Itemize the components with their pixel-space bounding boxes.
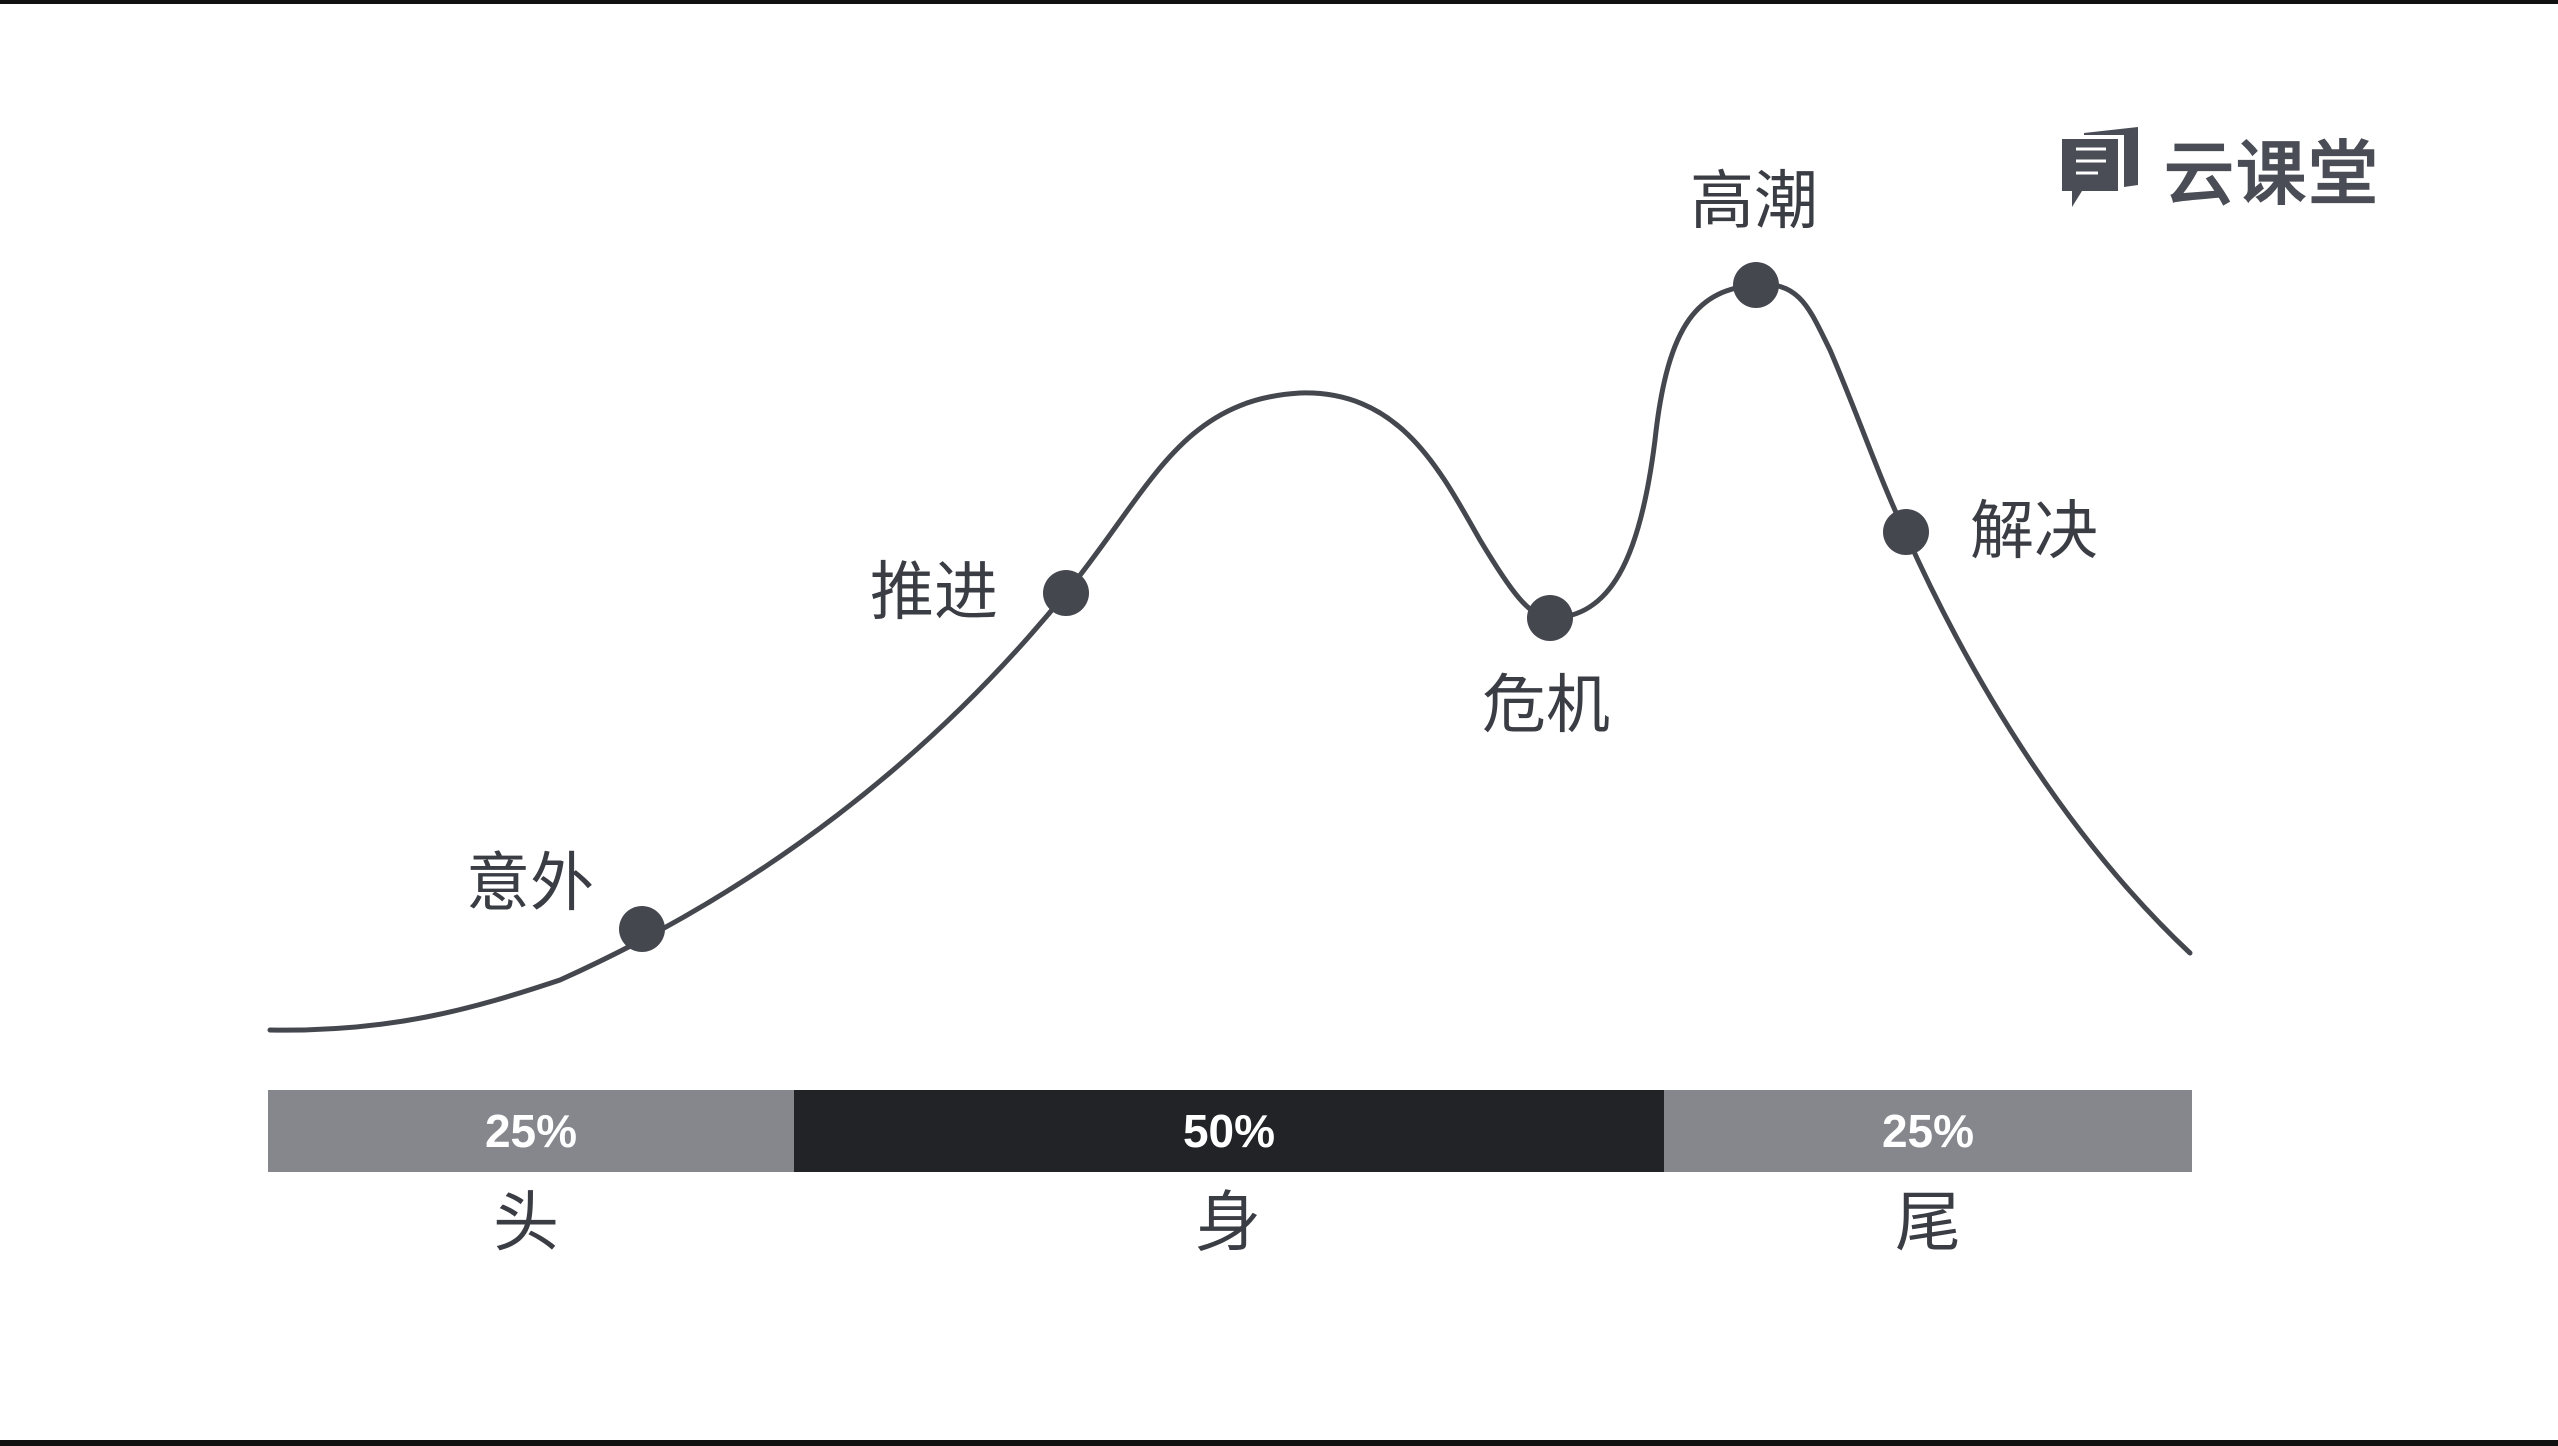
label-resolution: 解决: [1970, 495, 2098, 569]
logo-text: 云课堂: [2164, 132, 2380, 215]
bar-body-label: 50%: [1182, 1105, 1276, 1157]
bar-head: 25%: [268, 1090, 794, 1172]
section-head-label: 头: [493, 1184, 559, 1261]
bar-tail-label: 25%: [1881, 1105, 1975, 1157]
point-progress-marker: [1043, 570, 1089, 616]
label-crisis: 危机: [1482, 669, 1610, 743]
label-climax: 高潮: [1690, 165, 1818, 239]
label-accident: 意外: [466, 847, 594, 921]
story-curve: [267, 281, 2193, 1033]
yunketang-logo: 云课堂: [2058, 118, 2380, 218]
top-border: [0, 0, 2558, 4]
point-climax-marker: [1733, 262, 1779, 308]
bar-tail: 25%: [1664, 1090, 2192, 1172]
point-accident-marker: [619, 906, 665, 952]
label-progress: 推进: [870, 556, 998, 630]
section-body-label: 身: [1195, 1184, 1261, 1261]
point-resolution-marker: [1883, 509, 1929, 555]
bar-body: 50%: [794, 1090, 1664, 1172]
speech-book-icon: [2062, 127, 2138, 207]
section-tail-label: 尾: [1895, 1184, 1961, 1261]
point-crisis-marker: [1527, 595, 1573, 641]
bottom-border: [0, 1440, 2558, 1446]
bar-head-label: 25%: [484, 1105, 578, 1157]
